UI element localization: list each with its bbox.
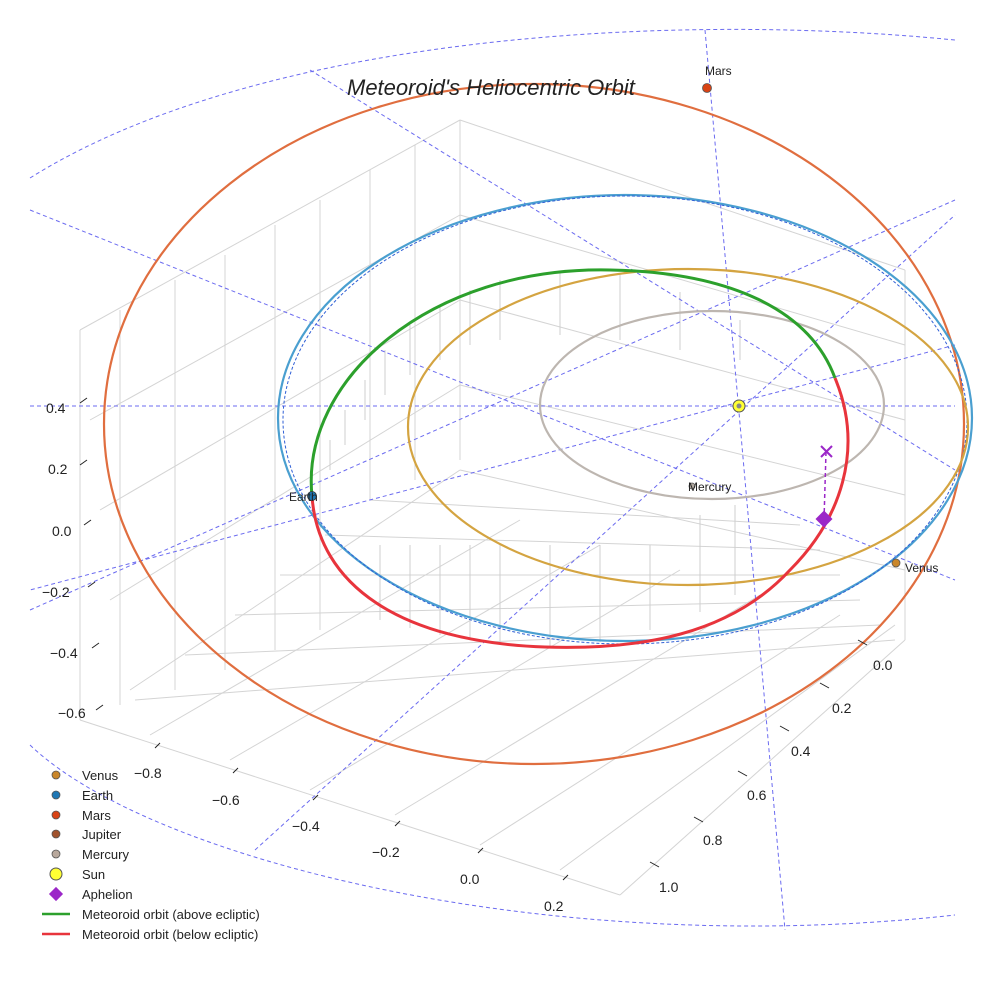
legend-label-earth: Earth <box>82 788 113 803</box>
z-tick-0: 0.4 <box>46 400 66 416</box>
z-axis <box>79 397 104 711</box>
meteoroid-orbit-above <box>309 268 837 497</box>
x-tick-4: 0.0 <box>460 871 480 887</box>
x-tick-0: −0.8 <box>134 765 162 781</box>
legend: Venus Earth Mars Jupiter Mercury Sun Aph… <box>42 768 260 942</box>
y-axis <box>649 639 868 868</box>
aphelion-drop-line <box>823 451 827 521</box>
x-tick-3: −0.2 <box>372 844 400 860</box>
venus-marker <box>891 558 901 568</box>
earth-orbit <box>276 193 974 643</box>
box-grid <box>79 119 906 896</box>
z-tick-1: 0.2 <box>48 461 68 477</box>
x-tick-2: −0.4 <box>292 818 320 834</box>
venus-orbit <box>406 267 970 587</box>
y-tick-2: 0.4 <box>791 743 811 759</box>
mars-label: Mars <box>705 64 732 78</box>
meteoroid-orbit-below <box>310 377 850 649</box>
legend-label-mercury: Mercury <box>82 847 129 862</box>
aphelion-marker <box>815 510 833 528</box>
legend-marker-sun <box>49 867 63 881</box>
mercury-marker <box>688 482 696 490</box>
z-tick-3: −0.2 <box>42 584 70 600</box>
z-tick-5: −0.6 <box>58 705 86 721</box>
x-axis <box>154 742 569 881</box>
legend-label-venus: Venus <box>82 768 119 783</box>
y-tick-5: 1.0 <box>659 879 679 895</box>
x-tick-1: −0.6 <box>212 792 240 808</box>
y-tick-0: 0.0 <box>873 657 893 673</box>
legend-label-mars: Mars <box>82 808 111 823</box>
legend-label-sun: Sun <box>82 867 105 882</box>
legend-label-aphelion: Aphelion <box>82 887 133 902</box>
z-tick-4: −0.4 <box>50 645 78 661</box>
mars-marker <box>702 83 712 93</box>
legend-label-jupiter: Jupiter <box>82 827 122 842</box>
aphelion-cross-marker <box>820 445 833 458</box>
earth-label: Earth <box>289 490 318 504</box>
legend-marker-jupiter <box>51 829 61 839</box>
sun-center-dot <box>736 403 742 409</box>
z-tick-2: 0.0 <box>52 523 72 539</box>
y-tick-4: 0.8 <box>703 832 723 848</box>
earth-marker <box>307 491 317 501</box>
legend-marker-earth <box>51 790 61 800</box>
mercury-orbit <box>538 309 886 501</box>
legend-marker-mars <box>51 810 61 820</box>
x-tick-5: 0.2 <box>544 898 564 914</box>
drop-lines <box>329 272 741 648</box>
chart-title: Meteoroid's Heliocentric Orbit <box>347 75 636 100</box>
legend-label-below: Meteoroid orbit (below ecliptic) <box>82 927 258 942</box>
legend-label-above: Meteoroid orbit (above ecliptic) <box>82 907 260 922</box>
legend-marker-aphelion <box>48 886 64 902</box>
legend-marker-mercury <box>51 849 61 859</box>
y-tick-1: 0.2 <box>832 700 852 716</box>
mercury-label: Mercury <box>688 480 731 494</box>
venus-label: Venus <box>905 561 938 575</box>
legend-marker-venus <box>51 770 61 780</box>
mars-orbit <box>102 82 966 766</box>
y-tick-3: 0.6 <box>747 787 767 803</box>
